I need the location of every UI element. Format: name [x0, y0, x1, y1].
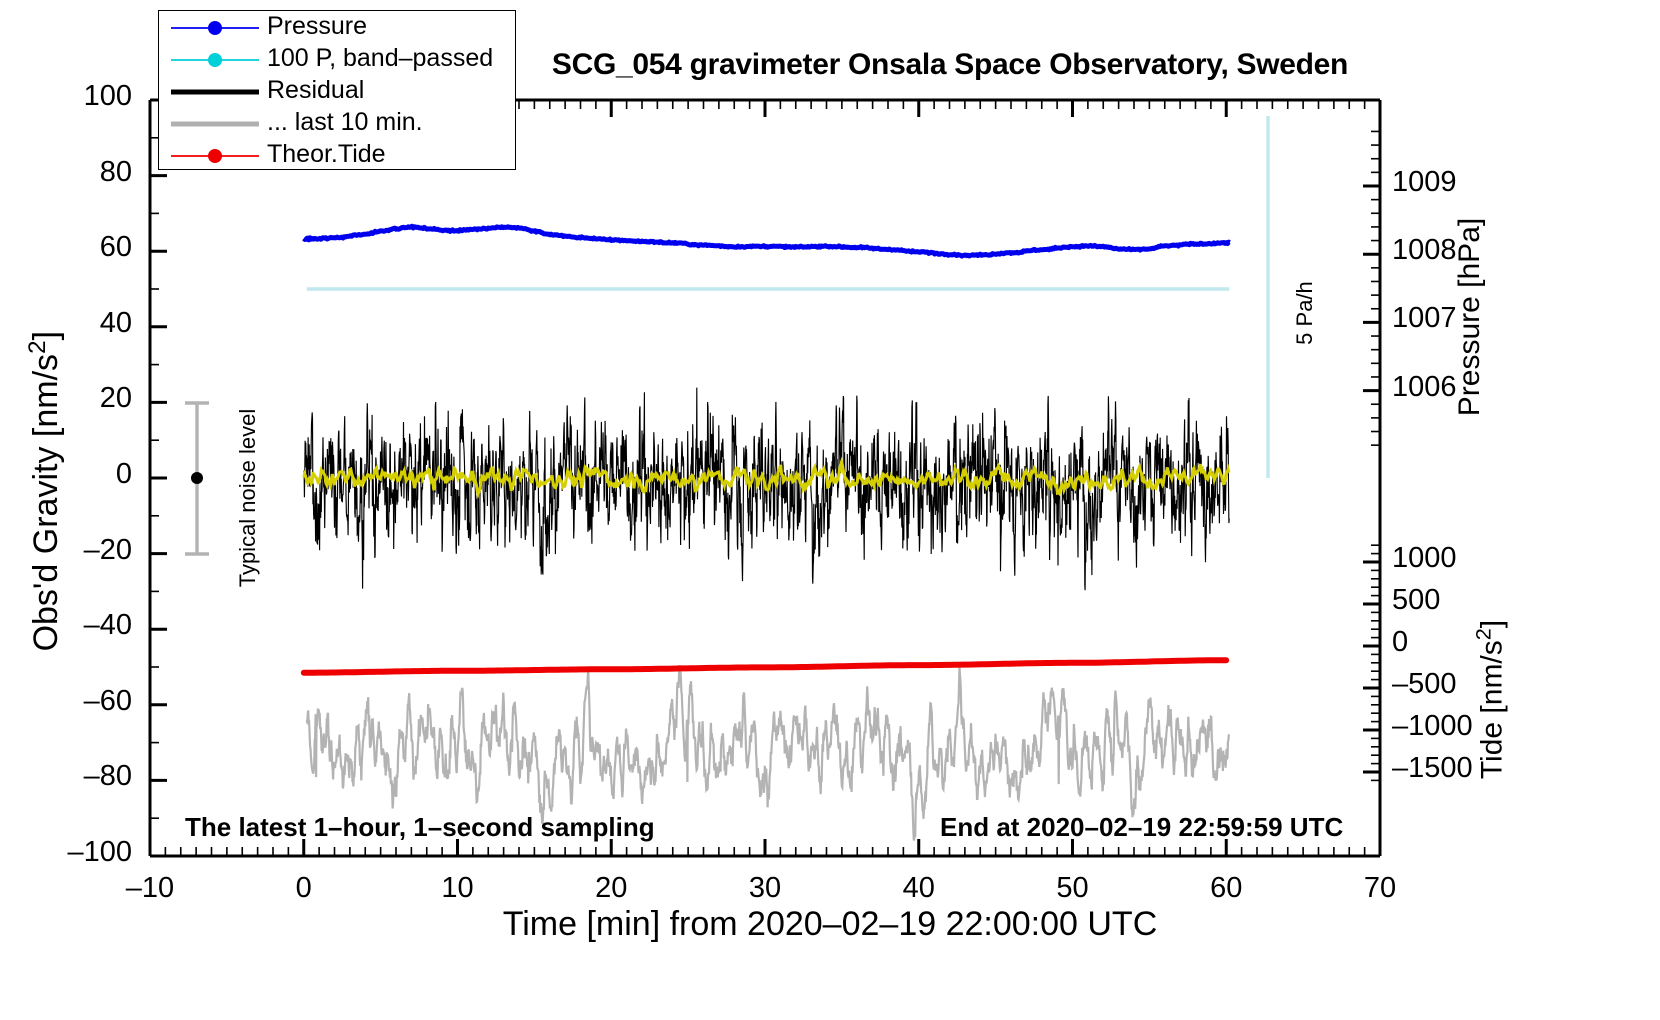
tide-tick-label: 500: [1392, 584, 1441, 616]
x-tick-label: 0: [295, 872, 312, 904]
typical-noise-level-label: Typical noise level: [235, 408, 260, 588]
legend-label: Residual: [267, 76, 365, 104]
typical-noise-level-point: [191, 472, 203, 484]
x-tick-label: 70: [1363, 872, 1397, 904]
y-tick-label: 40: [99, 306, 132, 339]
y-tick-label: 20: [99, 382, 132, 415]
x-axis-label: Time [min] from 2020–02–19 22:00:00 UTC: [502, 905, 1158, 943]
y-axis-right-major-ticks: [1363, 184, 1380, 774]
pressure-scale-bar-label: 5 Pa/h: [1292, 281, 1317, 345]
x-tick-label: 20: [595, 872, 628, 904]
tide-tick-label: –1500: [1392, 752, 1473, 784]
y-axis-left-label-exponent: 2: [23, 340, 51, 354]
y-tick-label: 80: [99, 155, 132, 188]
y-axis-right-minor-ticks: [1371, 130, 1380, 782]
x-tick-label: 10: [441, 872, 474, 904]
series-residual-smoothed: [302, 456, 1231, 500]
y-tick-label: –80: [83, 760, 132, 793]
pressure-tick-label: 1006: [1392, 370, 1457, 403]
footer-left-note: The latest 1–hour, 1–second sampling: [185, 812, 655, 842]
y-tick-label: 60: [99, 231, 132, 264]
legend-item: 100 P, band–passed: [159, 44, 515, 75]
tide-tick-label: –1000: [1392, 710, 1473, 742]
y-tick-label: –40: [83, 609, 132, 642]
footer-right-note: End at 2020–02–19 22:59:59 UTC: [940, 812, 1344, 842]
legend-swatch-1: [171, 21, 259, 35]
legend-item: Pressure: [159, 12, 515, 43]
pressure-tick-label: 1008: [1392, 234, 1457, 267]
legend-label: Pressure: [267, 12, 368, 40]
legend-swatch-2: [171, 53, 259, 67]
pressure-tick-label: 1007: [1392, 302, 1457, 335]
page-title: SCG_054 gravimeter Onsala Space Observat…: [551, 48, 1349, 81]
x-tick-label: 40: [902, 872, 935, 904]
legend-swatch-4: [171, 121, 259, 127]
tide-tick-label: –500: [1392, 668, 1457, 700]
legend-label: ... last 10 min.: [267, 108, 423, 136]
y-tick-label: 100: [83, 80, 132, 112]
x-tick-label: –10: [125, 872, 175, 904]
series-last-10-min: [305, 665, 1230, 841]
legend-swatch-3: [171, 89, 259, 95]
legend-label: 100 P, band–passed: [267, 44, 494, 72]
legend-label: Theor.Tide: [267, 140, 386, 168]
x-tick-label: 50: [1056, 872, 1089, 904]
legend: Pressure 100 P, band–passed Residual ... la…: [158, 10, 516, 170]
legend-item: Theor.Tide: [159, 140, 515, 171]
x-tick-label: 30: [748, 872, 782, 904]
y-tick-label: 0: [115, 458, 132, 490]
x-axis-minor-ticks: [164, 100, 1366, 856]
y-axis-left-major-ticks: [150, 98, 167, 858]
pressure-tick-label: 1009: [1392, 166, 1457, 198]
y-tick-label: –20: [83, 533, 132, 566]
series-pressure: [302, 223, 1232, 259]
legend-item: Residual: [159, 76, 515, 107]
legend-item: ... last 10 min.: [159, 108, 515, 139]
tide-tick-label: 1000: [1392, 542, 1457, 574]
y-tick-label: –60: [83, 684, 132, 717]
series-theor-tide: [300, 657, 1230, 676]
y-axis-left-minor-ticks: [150, 137, 159, 820]
legend-swatch-5: [171, 149, 259, 163]
tide-tick-label: 0: [1392, 626, 1409, 658]
x-tick-label: 60: [1210, 872, 1243, 904]
y-tick-label: –100: [67, 836, 132, 868]
x-axis-major-ticks: [148, 100, 1382, 856]
